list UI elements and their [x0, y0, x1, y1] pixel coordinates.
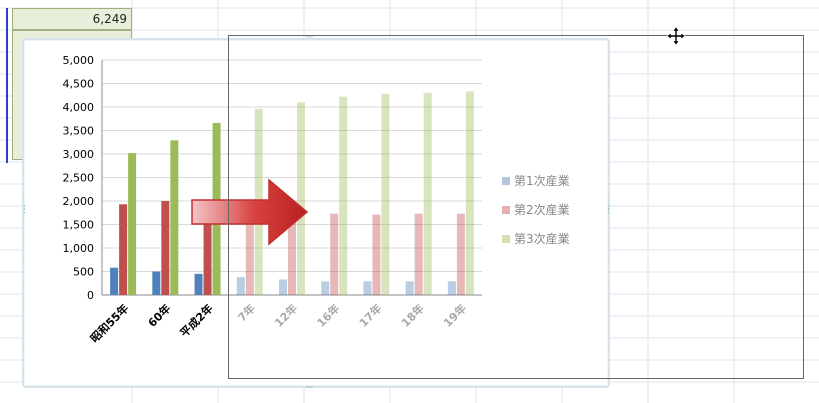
x-tick-label: 18年: [398, 301, 427, 330]
move-cursor-icon: [666, 26, 686, 46]
x-tick-label: 17年: [356, 301, 385, 330]
bar[interactable]: [381, 93, 390, 295]
y-tick-label: 1,500: [63, 219, 95, 232]
legend-entry: 第3次産業: [514, 231, 570, 246]
x-tick-label: 昭和55年: [87, 301, 131, 345]
y-tick-label: 2,000: [63, 195, 95, 208]
legend-swatch: [502, 177, 510, 185]
legend-entry: 第1次産業: [514, 173, 570, 188]
bar[interactable]: [279, 279, 287, 295]
bar[interactable]: [245, 205, 254, 295]
y-tick-label: 4,000: [63, 101, 95, 114]
y-tick-label: 2,500: [63, 172, 95, 185]
bar[interactable]: [372, 214, 381, 295]
bar[interactable]: [161, 201, 170, 295]
arrow-shape[interactable]: [191, 178, 309, 246]
bar[interactable]: [447, 281, 456, 295]
bar[interactable]: [170, 140, 179, 295]
bar[interactable]: [321, 281, 330, 295]
resize-handle-top[interactable]: ····: [305, 33, 314, 43]
bar[interactable]: [339, 96, 348, 295]
selected-cell[interactable]: 6,249: [12, 8, 132, 30]
x-tick-label: 7年: [235, 301, 258, 324]
bar[interactable]: [363, 281, 372, 295]
y-tick-label: 5,000: [63, 54, 95, 67]
bar[interactable]: [330, 213, 339, 295]
bar[interactable]: [152, 271, 161, 296]
resize-handle-bottom[interactable]: ····: [305, 383, 314, 393]
chart-object[interactable]: 0 500 1,000 1,500 2,000 2,500 3,000 3,500 4,000 4…: [22, 38, 610, 388]
y-tick-label: 1,000: [63, 242, 95, 255]
bar[interactable]: [465, 91, 474, 295]
bar[interactable]: [297, 102, 305, 295]
bar[interactable]: [423, 92, 432, 296]
bar[interactable]: [456, 213, 465, 295]
bar[interactable]: [203, 199, 212, 295]
bar[interactable]: [128, 153, 137, 295]
bar[interactable]: [194, 273, 203, 295]
bar[interactable]: [405, 281, 414, 295]
bar[interactable]: [236, 277, 245, 295]
y-tick-label: 3,500: [63, 125, 95, 138]
bar[interactable]: [288, 210, 296, 295]
x-tick-label: 平成2年: [177, 301, 216, 340]
cell-value: 6,249: [92, 12, 127, 26]
bar[interactable]: [414, 213, 423, 295]
y-tick-label: 0: [87, 289, 94, 302]
x-tick-label: 19年: [441, 301, 470, 330]
y-tick-label: 4,500: [63, 78, 95, 91]
legend-swatch: [502, 235, 510, 243]
column-chart[interactable]: 0 500 1,000 1,500 2,000 2,500 3,000 3,500 4,000 4…: [24, 40, 612, 390]
legend-entry: 第2次産業: [514, 202, 570, 217]
resize-handle-left[interactable]: ⋮: [20, 205, 29, 215]
x-tick-label: 60年: [145, 301, 174, 330]
resize-handle-right[interactable]: ⋮: [604, 205, 613, 215]
bar[interactable]: [110, 267, 119, 295]
y-tick-label: 500: [73, 266, 94, 279]
legend-swatch: [502, 206, 510, 214]
x-tick-label: 16年: [314, 301, 343, 330]
x-tick-label: 12年: [272, 301, 301, 330]
selection-border: [6, 8, 8, 163]
y-tick-label: 3,000: [63, 148, 95, 161]
bar[interactable]: [119, 204, 128, 295]
